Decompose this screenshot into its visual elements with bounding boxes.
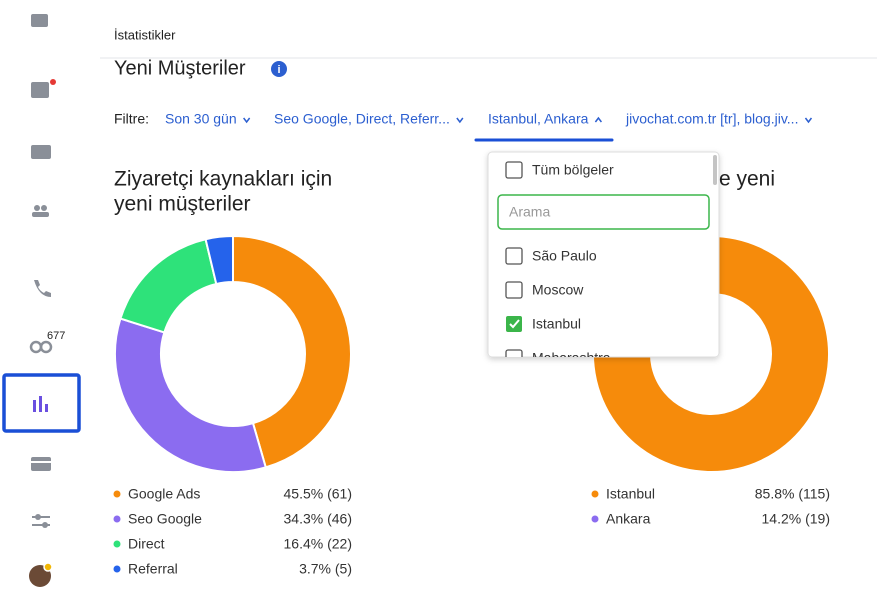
search-placeholder: Arama [509, 204, 550, 220]
mail-icon[interactable] [31, 145, 51, 159]
scrollbar[interactable] [713, 155, 717, 185]
legend-label: Istanbul [606, 486, 655, 502]
chevron [804, 117, 813, 124]
checkbox[interactable] [505, 281, 523, 299]
checkbox[interactable] [505, 247, 523, 265]
legend-value: 85.8% (115) [755, 486, 830, 502]
legend-value: 14.2% (19) [762, 511, 830, 527]
checkbox[interactable] [505, 161, 523, 179]
legend-dot [113, 540, 121, 548]
chart-title: yeni müşteriler [114, 193, 251, 216]
visitors-icon[interactable] [31, 82, 49, 98]
legend-label: Google Ads [128, 486, 200, 502]
legend-value: 34.3% (46) [284, 511, 352, 527]
legend-dot [591, 515, 599, 523]
chat-icon[interactable] [31, 14, 48, 27]
donut-slice [204, 234, 234, 286]
legend-dot [113, 515, 121, 523]
option-label[interactable]: Maharashtra [532, 350, 611, 366]
legend-value: 45.5% (61) [284, 486, 352, 502]
info-icon[interactable] [271, 61, 287, 77]
option-label[interactable]: Istanbul [532, 316, 581, 332]
search-input[interactable] [497, 194, 710, 230]
billing-icon[interactable] [31, 457, 51, 471]
legend-label: Direct [128, 536, 165, 552]
badge: 677 [47, 330, 65, 342]
chevron [456, 117, 464, 124]
donut-slice [232, 234, 352, 469]
chart-title: Ziyaretçi kaynakları için [114, 168, 332, 191]
region-dropdown: Arama Tüm bölgeler São Paulo Moscow Istanbu… [487, 151, 720, 366]
chevron [243, 117, 251, 124]
sidebar: 677 [2, 14, 81, 587]
legend-label: Referral [128, 561, 178, 577]
donut-slice [114, 317, 268, 473]
legend-dot [113, 490, 121, 498]
active-item[interactable] [2, 373, 81, 433]
checkbox[interactable] [506, 316, 522, 332]
binoculars-icon[interactable] [29, 340, 43, 354]
filter-label: Filtre: [114, 111, 149, 127]
legend-dot [113, 565, 121, 573]
option-label[interactable]: Tüm bölgeler [532, 162, 614, 178]
phone-icon[interactable] [34, 280, 51, 297]
page-title: Yeni Müşteriler [114, 57, 246, 79]
checkmark [509, 319, 520, 329]
notification-dot [50, 79, 56, 85]
info-glyph: i [277, 64, 280, 76]
legend-label: Seo Google [128, 511, 202, 527]
legend-dot [591, 490, 599, 498]
option-label[interactable]: Moscow [532, 282, 584, 298]
option-label[interactable]: São Paulo [532, 248, 597, 264]
settings-icon[interactable] [32, 514, 50, 528]
chart-title: re yeni [712, 168, 775, 191]
breadcrumb: İstatistikler [114, 27, 176, 42]
legend-value: 3.7% (5) [299, 561, 352, 577]
team-icon[interactable] [34, 205, 40, 211]
filter-link[interactable]: Istanbul, Ankara [488, 111, 589, 127]
filter-link[interactable]: Seo Google, Direct, Referr... [274, 111, 450, 127]
checkbox[interactable] [505, 349, 523, 366]
chevron [594, 116, 603, 123]
donut-slice [119, 238, 218, 334]
filter-link[interactable]: Son 30 gün [165, 111, 237, 127]
legend-value: 16.4% (22) [284, 536, 352, 552]
filter-link[interactable]: jivochat.com.tr [tr], blog.jiv... [625, 111, 798, 127]
legend-label: Ankara [606, 511, 651, 527]
